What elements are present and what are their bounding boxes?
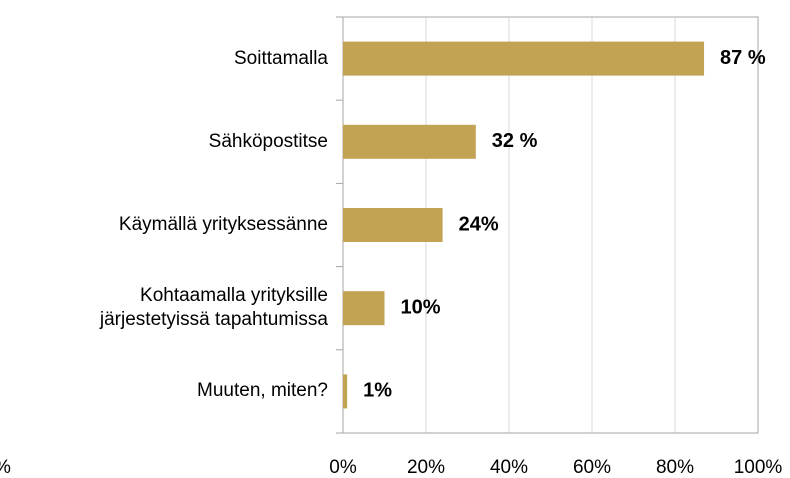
x-tick-label: 20%: [407, 457, 445, 478]
x-tick-label: 40%: [490, 457, 528, 478]
y-tick-label: Muuten, miten?: [197, 380, 328, 402]
value-label: 24%: [459, 213, 499, 235]
bar: [343, 208, 443, 242]
bar: [343, 291, 385, 326]
y-tick-label: Soittamalla: [234, 47, 328, 69]
value-label: 1%: [363, 380, 392, 402]
x-tick-label: 100%: [734, 457, 783, 478]
bar: [343, 41, 705, 76]
y-tick-label: Sähköpostitse: [208, 130, 328, 152]
y-tick-label: Käymällä yrityksessänne: [118, 214, 328, 235]
y-tick-label: Kohtaamalla yrityksille järjestetyissä t…: [99, 285, 328, 331]
value-label: 87 %: [720, 47, 766, 69]
bar: [343, 124, 476, 159]
value-label: 10%: [401, 296, 441, 318]
x-tick-label: 80%: [656, 457, 694, 478]
value-label: 32 %: [492, 130, 538, 152]
x-tick-label: 60%: [573, 457, 611, 478]
bar: [343, 374, 348, 409]
x-tick-label: 0%: [329, 457, 357, 478]
annotation: %: [0, 457, 11, 478]
